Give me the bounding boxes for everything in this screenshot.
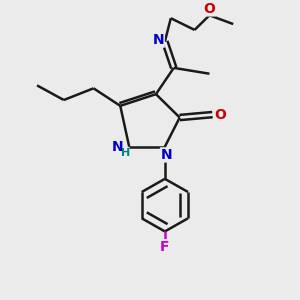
Text: H: H bbox=[121, 148, 130, 158]
Text: N: N bbox=[160, 148, 172, 162]
Text: N: N bbox=[152, 33, 164, 47]
Text: F: F bbox=[160, 240, 170, 254]
Text: N: N bbox=[112, 140, 124, 154]
Text: O: O bbox=[214, 108, 226, 122]
Text: O: O bbox=[203, 2, 215, 16]
